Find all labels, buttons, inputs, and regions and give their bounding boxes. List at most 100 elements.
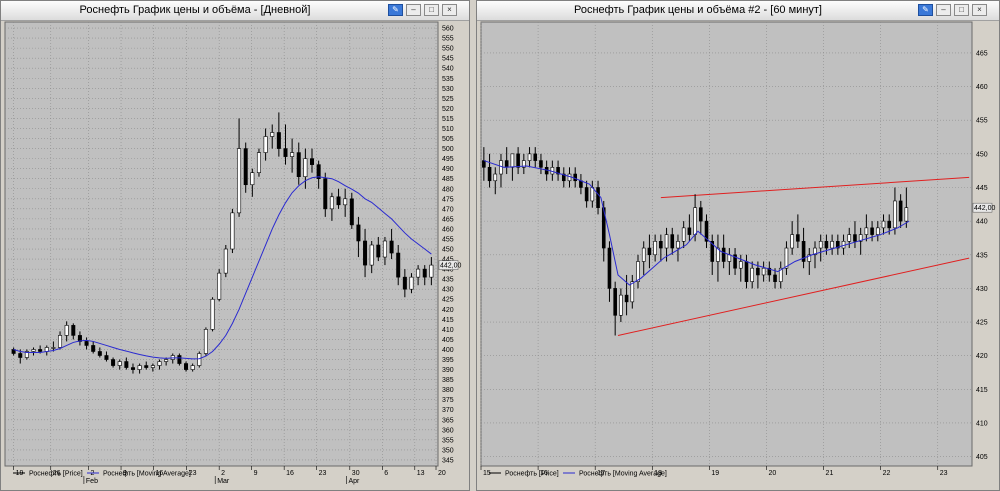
candle-body: [738, 261, 743, 269]
y-tick-label: 410: [976, 420, 988, 427]
last-price-label: 442,00: [440, 263, 462, 270]
last-price-box: [438, 260, 459, 270]
candle-body: [847, 234, 852, 242]
candle-body: [223, 248, 228, 274]
candle-body: [841, 241, 846, 249]
x-day-label: 2: [221, 470, 225, 477]
y-tick-label: 535: [442, 76, 454, 83]
candle-body: [290, 152, 295, 157]
y-tick-label: 450: [442, 247, 454, 254]
candle-body: [710, 241, 715, 262]
pin-icon[interactable]: ✎: [388, 4, 403, 16]
x-day-label: 26: [53, 470, 61, 477]
candle-body: [117, 361, 122, 366]
candle-body: [550, 167, 555, 175]
daily-title-bar[interactable]: Роснефть График цены и объёма - [Дневной…: [1, 1, 469, 21]
candle-body: [164, 359, 169, 362]
close-button[interactable]: ×: [442, 4, 457, 16]
candle-body: [744, 261, 749, 282]
candle-body: [363, 240, 368, 266]
candle-body: [296, 152, 301, 177]
y-tick-label: 350: [442, 447, 454, 454]
y-tick-label: 555: [442, 36, 454, 43]
y-tick-label: 375: [442, 397, 454, 404]
y-tick-label: 460: [976, 84, 988, 91]
y-tick-label: 415: [976, 387, 988, 394]
candle-body: [516, 153, 520, 168]
candle-body: [699, 207, 703, 222]
x-month-label: Apr: [348, 478, 360, 485]
candle-body: [51, 347, 56, 349]
candle-body: [197, 353, 202, 366]
y-tick-label: 510: [442, 126, 454, 133]
candle-body: [767, 267, 772, 276]
candle-body: [830, 241, 834, 249]
y-tick-label: 520: [442, 106, 454, 113]
candle-body: [369, 244, 374, 266]
candle-body: [858, 234, 863, 242]
candle-body: [217, 272, 222, 300]
hourly-title-bar[interactable]: Роснефть График цены и объёма #2 - [60 м…: [477, 1, 999, 21]
minimize-button[interactable]: –: [406, 4, 421, 16]
candle-body: [893, 200, 897, 229]
candle-body: [84, 341, 89, 346]
hourly-window-title: Роснефть График цены и объёма #2 - [60 м…: [574, 4, 822, 16]
candle-body: [533, 153, 538, 161]
candle-body: [641, 247, 646, 262]
x-day-label: 13: [417, 470, 425, 477]
candle-body: [773, 274, 777, 282]
candle-body: [681, 227, 686, 242]
candle-body: [522, 160, 526, 168]
y-tick-label: 530: [442, 86, 454, 93]
candle-body: [904, 207, 909, 222]
pin-icon[interactable]: ✎: [918, 4, 933, 16]
candle-body: [111, 359, 116, 366]
x-day-label: 18: [654, 470, 662, 477]
x-day-label: 23: [189, 470, 197, 477]
minimize-button[interactable]: –: [936, 4, 951, 16]
y-tick-label: 500: [442, 146, 454, 153]
candle-body: [784, 247, 789, 269]
candle-body: [527, 153, 532, 161]
close-button[interactable]: ×: [972, 4, 987, 16]
plot-area: [480, 21, 973, 467]
candle-body: [504, 160, 509, 168]
x-day-label: 21: [826, 470, 834, 477]
y-tick-label: 505: [442, 136, 454, 143]
candle-body: [778, 267, 783, 282]
candle-body: [607, 247, 612, 289]
y-tick-label: 445: [976, 185, 988, 192]
candle-body: [58, 335, 63, 348]
candle-body: [31, 349, 36, 352]
y-tick-label: 365: [442, 417, 454, 424]
candle-body: [733, 254, 737, 269]
last-price-box: [972, 202, 993, 213]
candle-body: [343, 198, 348, 206]
candle-body: [824, 241, 829, 249]
candle-body: [539, 160, 543, 168]
y-tick-label: 425: [442, 297, 454, 304]
x-day-label: 19: [711, 470, 719, 477]
maximize-button[interactable]: □: [954, 4, 969, 16]
moving-average-line: [13, 176, 432, 360]
maximize-button[interactable]: □: [424, 4, 439, 16]
candle-body: [422, 268, 427, 278]
y-tick-label: 345: [442, 457, 454, 464]
trendline: [617, 257, 970, 336]
candle-body: [561, 173, 566, 182]
last-price-label: 442,00: [974, 205, 996, 212]
y-tick-label: 465: [976, 50, 988, 57]
candle-body: [761, 267, 766, 276]
candle-body: [124, 361, 129, 368]
candle-body: [601, 207, 606, 249]
candle-body: [487, 167, 492, 182]
x-month-label: Mar: [217, 478, 230, 485]
y-tick-label: 460: [442, 226, 454, 233]
y-tick-label: 395: [442, 357, 454, 364]
candle-body: [389, 240, 394, 254]
candle-body: [250, 172, 255, 186]
candle-body: [382, 240, 387, 258]
candle-body: [864, 227, 869, 235]
y-tick-label: 480: [442, 186, 454, 193]
candle-body: [796, 234, 800, 242]
